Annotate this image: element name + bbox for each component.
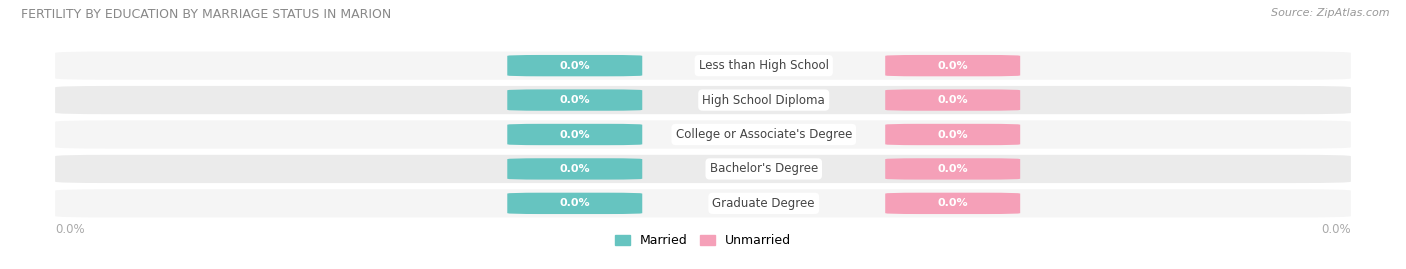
- FancyBboxPatch shape: [508, 124, 643, 145]
- Text: 0.0%: 0.0%: [938, 61, 967, 71]
- Text: Bachelor's Degree: Bachelor's Degree: [710, 162, 818, 175]
- Text: 0.0%: 0.0%: [938, 198, 967, 208]
- Text: 0.0%: 0.0%: [938, 95, 967, 105]
- FancyBboxPatch shape: [55, 52, 1351, 80]
- Text: 0.0%: 0.0%: [560, 198, 591, 208]
- FancyBboxPatch shape: [55, 121, 1351, 148]
- FancyBboxPatch shape: [508, 158, 643, 180]
- Text: Source: ZipAtlas.com: Source: ZipAtlas.com: [1271, 8, 1389, 18]
- FancyBboxPatch shape: [886, 193, 1021, 214]
- Text: High School Diploma: High School Diploma: [703, 94, 825, 107]
- FancyBboxPatch shape: [55, 86, 1351, 114]
- Text: 0.0%: 0.0%: [560, 61, 591, 71]
- Text: 0.0%: 0.0%: [938, 164, 967, 174]
- Legend: Married, Unmarried: Married, Unmarried: [610, 229, 796, 252]
- FancyBboxPatch shape: [508, 193, 643, 214]
- Text: 0.0%: 0.0%: [560, 95, 591, 105]
- Text: 0.0%: 0.0%: [55, 223, 84, 236]
- FancyBboxPatch shape: [55, 189, 1351, 217]
- FancyBboxPatch shape: [886, 55, 1021, 76]
- Text: 0.0%: 0.0%: [1322, 223, 1351, 236]
- Text: Less than High School: Less than High School: [699, 59, 828, 72]
- FancyBboxPatch shape: [508, 55, 643, 76]
- Text: 0.0%: 0.0%: [560, 129, 591, 140]
- FancyBboxPatch shape: [508, 89, 643, 111]
- FancyBboxPatch shape: [886, 89, 1021, 111]
- FancyBboxPatch shape: [886, 158, 1021, 180]
- FancyBboxPatch shape: [886, 124, 1021, 145]
- Text: College or Associate's Degree: College or Associate's Degree: [675, 128, 852, 141]
- FancyBboxPatch shape: [55, 155, 1351, 183]
- Text: 0.0%: 0.0%: [938, 129, 967, 140]
- Text: FERTILITY BY EDUCATION BY MARRIAGE STATUS IN MARION: FERTILITY BY EDUCATION BY MARRIAGE STATU…: [21, 8, 391, 21]
- Text: 0.0%: 0.0%: [560, 164, 591, 174]
- Text: Graduate Degree: Graduate Degree: [713, 197, 815, 210]
